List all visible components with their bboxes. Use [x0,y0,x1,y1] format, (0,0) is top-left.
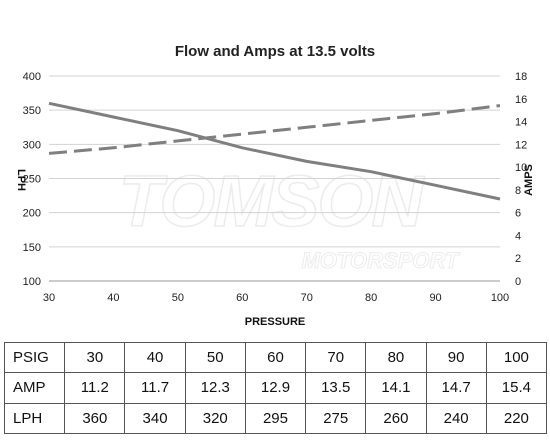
table-cell: 90 [425,341,487,374]
right-tick-label: 8 [515,185,521,197]
table-cell: 11.7 [124,372,186,404]
data-table: PSIG 30 40 50 60 70 80 90 100 AMP 11.2 11.7 12.3 12.9… [3,341,548,435]
x-tick-label: 80 [365,292,377,304]
series-line-amp [48,104,501,155]
right-tick-label: 18 [515,71,527,83]
table-cell: 30 [64,341,126,374]
table-cell: 14.7 [425,372,487,404]
table-cell: 360 [64,402,126,435]
left-tick-label: 400 [23,71,41,83]
table-cell: 340 [124,402,186,435]
x-tick-label: 60 [236,292,248,304]
table-row-header: LPH [3,402,66,435]
left-tick-label: 300 [23,139,41,151]
left-tick-label: 250 [23,174,41,186]
left-axis-ticks: 100 150 200 250 300 350 400 [23,71,41,288]
left-axis-title: LPH [15,169,27,191]
table-cell: 260 [365,402,427,435]
right-tick-label: 6 [515,208,521,220]
right-tick-label: 2 [515,253,521,265]
left-tick-label: 150 [23,242,41,254]
table-cell: 12.3 [184,372,246,404]
table-cell: 40 [124,341,186,374]
x-tick-label: 40 [107,292,119,304]
table-cell: 80 [365,341,427,374]
x-axis-ticks: 30 40 50 60 70 80 90 100 [43,292,509,304]
grid-lines [49,75,500,282]
watermark-sub-text: MOTORSPORT [302,248,460,273]
table-cell: 70 [305,341,367,374]
series-line-lph [48,101,501,201]
table-row: PSIG 30 40 50 60 70 80 90 100 [3,341,548,374]
table-row: AMP 11.2 11.7 12.3 12.9 13.5 14.1 14.7 15.4 [3,372,548,404]
watermark-main-text: TOMSON [119,162,426,242]
table-cell: 275 [305,402,367,435]
right-tick-label: 4 [515,230,521,242]
table-cell: 100 [485,341,548,374]
watermark-logo: TOMSON MOTORSPORT [118,161,461,273]
left-tick-label: 200 [23,208,41,220]
table-cell: 295 [244,402,307,435]
table-cell: 11.2 [64,372,126,404]
right-tick-label: 16 [515,94,527,106]
table-row-header: AMP [3,372,66,404]
left-tick-label: 350 [23,105,41,117]
table-cell: 220 [485,402,548,435]
table-cell: 13.5 [305,372,367,404]
x-axis-title: PRESSURE [245,316,306,328]
left-tick-label: 100 [23,276,41,288]
table-cell: 60 [244,341,307,374]
right-tick-label: 12 [515,139,527,151]
right-tick-label: 0 [515,276,521,288]
table-cell: 12.9 [244,372,307,404]
right-tick-label: 14 [515,117,527,129]
right-axis-ticks: 0 2 4 6 8 10 12 14 16 18 [515,71,527,288]
table-cell: 14.1 [365,372,427,404]
right-tick-label: 10 [515,162,527,174]
x-tick-label: 100 [491,292,509,304]
x-tick-label: 70 [301,292,313,304]
table-cell: 240 [425,402,487,435]
chart-title: Flow and Amps at 13.5 volts [175,43,375,60]
table-cell: 15.4 [485,372,548,404]
series-lines [48,101,501,201]
chart: Flow and Amps at 13.5 volts TOMSON MOTOR… [15,43,535,328]
x-tick-label: 90 [429,292,441,304]
x-tick-label: 50 [172,292,184,304]
table-cell: 50 [184,341,246,374]
x-tick-label: 30 [43,292,55,304]
table-cell: 320 [184,402,246,435]
table-row-header: PSIG [3,341,66,374]
table-row: LPH 360 340 320 295 275 260 240 220 [3,402,548,435]
right-axis-title: AMPS [523,164,535,196]
